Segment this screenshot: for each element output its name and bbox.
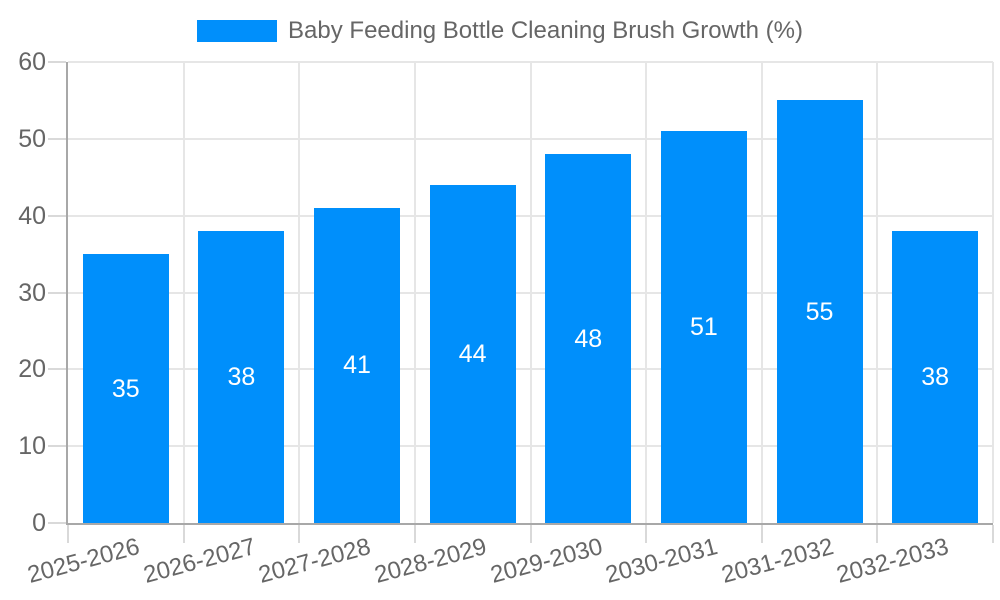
- x-axis-tick-label: 2031-2032: [718, 533, 837, 589]
- y-axis-tick: [48, 214, 66, 217]
- y-axis-tick: [48, 522, 66, 524]
- x-axis-tick-label: 2026-2027: [140, 533, 259, 589]
- legend-label: Baby Feeding Bottle Cleaning Brush Growt…: [288, 17, 803, 44]
- x-axis-tick-label: 2030-2031: [602, 533, 721, 589]
- x-axis-tick: [645, 525, 648, 543]
- x-axis-tick: [413, 525, 416, 543]
- x-axis-tick-label: 2032-2033: [834, 533, 952, 589]
- y-axis-tick-label: 10: [18, 432, 46, 461]
- x-axis-tick-label: 2029-2030: [487, 533, 606, 589]
- x-axis-line: [66, 523, 993, 525]
- v-gridline: [413, 62, 416, 523]
- x-axis-tick: [760, 525, 763, 543]
- v-gridline: [645, 62, 648, 523]
- x-axis-tick-label: 2027-2028: [255, 533, 374, 589]
- legend-swatch-icon: [197, 20, 278, 42]
- x-axis-tick-label: 2025-2026: [24, 533, 143, 589]
- x-axis-tick: [876, 525, 879, 543]
- bar[interactable]: [198, 231, 285, 523]
- y-axis-line: [66, 62, 68, 523]
- bar[interactable]: [545, 154, 632, 523]
- legend[interactable]: Baby Feeding Bottle Cleaning Brush Growt…: [0, 17, 1000, 45]
- v-gridline: [760, 62, 763, 523]
- bar[interactable]: [429, 184, 516, 523]
- v-gridline: [182, 62, 185, 523]
- y-axis-tick-label: 30: [18, 278, 46, 307]
- x-axis-tick: [67, 525, 69, 543]
- y-axis-tick: [48, 137, 66, 140]
- y-axis-tick: [48, 445, 66, 448]
- x-axis-tick: [182, 525, 185, 543]
- y-axis-tick-label: 50: [18, 124, 46, 153]
- x-axis-tick: [298, 525, 301, 543]
- x-axis-tick: [529, 525, 532, 543]
- x-axis-tick-label: 2028-2029: [371, 533, 490, 589]
- v-gridline: [298, 62, 301, 523]
- y-axis-tick: [48, 291, 66, 294]
- y-axis-tick-label: 40: [18, 201, 46, 230]
- bar[interactable]: [82, 254, 169, 523]
- y-axis-tick: [48, 368, 66, 371]
- v-gridline: [529, 62, 532, 523]
- bar[interactable]: [892, 231, 979, 523]
- v-gridline: [876, 62, 879, 523]
- v-gridline: [992, 62, 994, 523]
- x-axis-tick: [992, 525, 994, 543]
- bar[interactable]: [314, 207, 401, 523]
- y-axis-tick-label: 20: [18, 355, 46, 384]
- y-axis-tick-label: 60: [18, 48, 46, 76]
- bar[interactable]: [660, 131, 747, 523]
- y-axis-tick-label: 0: [32, 509, 46, 537]
- bar[interactable]: [776, 100, 863, 523]
- y-axis-tick: [48, 61, 66, 63]
